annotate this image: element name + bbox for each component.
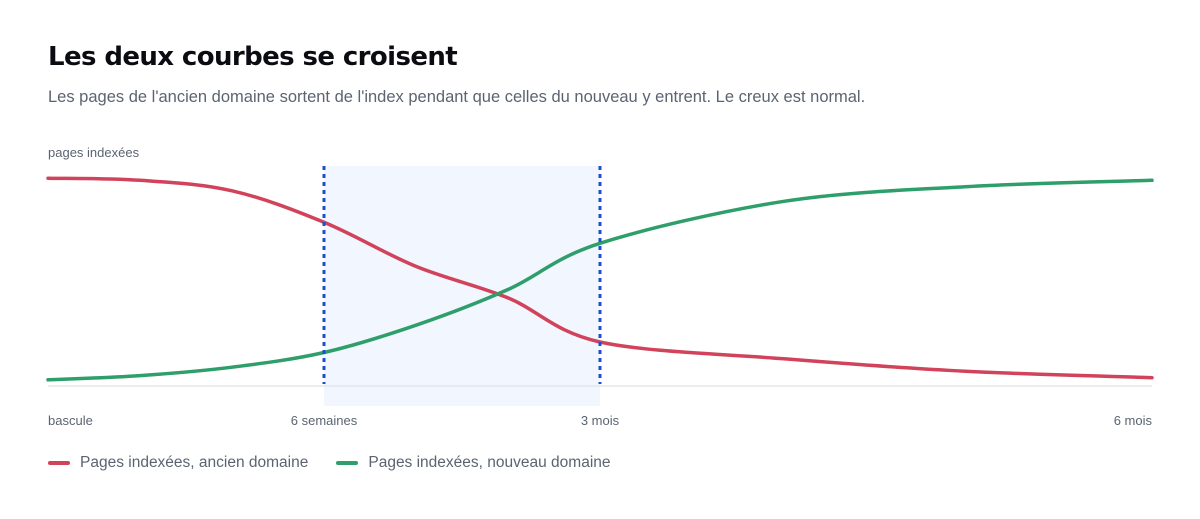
legend-label-new: Pages indexées, nouveau domaine (368, 454, 611, 471)
y-axis-label: pages indexées (48, 145, 140, 160)
chart-title: Les deux courbes se croisent (48, 42, 458, 72)
x-tick-label: 3 mois (580, 413, 620, 428)
legend: Pages indexées, ancien domaine Pages ind… (48, 454, 611, 472)
legend-swatch-old (48, 461, 70, 465)
x-tick-label: bascule (48, 413, 93, 428)
series-line-old-domain (46, 176, 1154, 380)
highlight-band (324, 166, 600, 406)
chart-subtitle: Les pages de l'ancien domaine sortent de… (48, 88, 866, 106)
x-tick-label: 6 semaines (290, 413, 358, 428)
legend-label-old: Pages indexées, ancien domaine (80, 454, 309, 471)
legend-item-old-domain: Pages indexées, ancien domaine (48, 454, 308, 472)
series-line-new-domain (46, 178, 1154, 382)
legend-swatch-new (336, 461, 359, 465)
x-tick-label: 6 mois (1113, 413, 1152, 428)
legend-item-new-domain: Pages indexées, nouveau domaine (336, 454, 611, 472)
